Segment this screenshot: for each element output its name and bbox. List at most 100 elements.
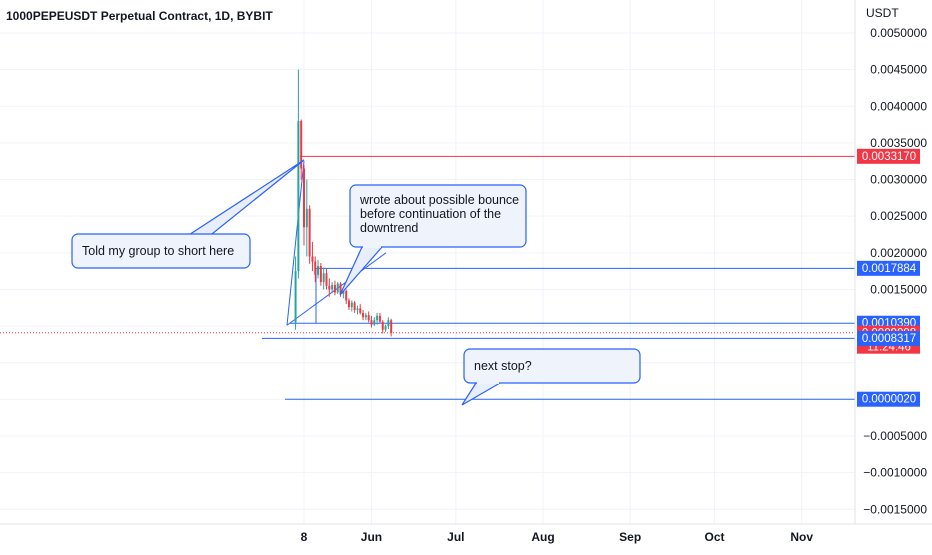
time-tick-label: Sep [619,530,641,544]
time-tick-label: Jul [447,530,464,544]
callout-text-line: downtrend [360,221,418,235]
candle [376,312,379,325]
horizontal-levels[interactable] [0,155,855,400]
candle [356,305,359,315]
price-tick-label: −0.0015000 [863,502,927,516]
candle-body [347,300,350,308]
candle [370,315,373,328]
candle [381,320,384,334]
candle [333,280,336,296]
candle [300,119,303,180]
price-tag: 0.0008317 [857,330,920,346]
callout-pointer [461,382,503,406]
callout-pointer [175,159,305,243]
callout-box [349,184,527,248]
candle-body [359,308,362,313]
candle-body [384,326,387,330]
candle-body [303,168,305,228]
time-tick-label: Oct [705,530,725,544]
price-tick-label: −0.0005000 [863,429,927,443]
candle-body [325,273,328,286]
candle-body [319,266,322,283]
callout-text-line: wrote about possible bounce [359,193,519,207]
candlestick-series[interactable] [294,69,393,337]
price-tag: 0.0017884 [857,260,920,276]
price-axis-tags: 0.00331700.00178840.00103900.000909811:2… [857,148,920,407]
candle [328,278,331,297]
candle-body [305,208,308,228]
candle-body [297,120,300,272]
candle [390,318,393,337]
candle-body [370,320,373,325]
candle-body [339,283,342,294]
callout-text: wrote about possible bounce before contin… [359,193,519,235]
candle [367,311,370,323]
callout-pointer [339,246,384,296]
candle [294,256,297,330]
callout-text-line: Told my group to short here [82,244,234,258]
candle-body [353,302,356,310]
price-tick-label: 0.0030000 [870,173,927,187]
price-tick-label: 0.0035000 [870,136,927,150]
candle-body [336,283,339,293]
price-tag: 0.0000020 [857,391,920,407]
callout: Told my group to short here [71,159,305,269]
candle-body [373,320,376,325]
candle [317,260,320,279]
price-axis-unit: USDT [866,6,899,20]
candle-body [317,266,320,275]
price-tag-bg [857,148,920,164]
callout-text-line: before continuation of the [360,207,501,221]
candle [308,205,311,264]
candle-body [311,256,314,262]
candle-body [322,273,325,283]
price-tag-label: 0.0033170 [862,151,916,163]
price-tag-bg [857,260,920,276]
candle-body [350,302,353,308]
candle [353,301,356,313]
callout-text: Told my group to short here [82,244,234,258]
candle-body [390,320,393,333]
candle [331,282,334,294]
candle [297,69,300,279]
callout-annotations[interactable]: Told my group to short here wrote about p… [71,159,641,406]
callout: wrote about possible bounce before contin… [339,184,527,296]
time-tick-label: Aug [531,530,554,544]
candle [314,256,317,283]
time-tick-label: 8 [301,530,308,544]
callout: next stop? [461,348,641,406]
candle [325,268,328,290]
price-tick-label: 0.0015000 [870,282,927,296]
candle [359,304,362,315]
candle-body [376,315,379,321]
price-tick-label: 0.0040000 [870,99,927,113]
trend-drawings[interactable] [286,161,387,326]
candle-body [356,308,359,310]
candle-body [387,320,390,327]
callout-text-line: next stop? [474,359,532,373]
price-tag: 0.0033170 [857,148,920,164]
candle-body [314,261,317,275]
candle [350,300,353,312]
candle [362,309,365,321]
callout-box [463,348,641,384]
price-tick-label: 0.0020000 [870,246,927,260]
price-axis[interactable]: USDT 0.0050000 0.0045000 0.0040000 0.003500… [854,0,927,524]
candle-body [342,290,345,294]
time-axis[interactable]: 8 Jun Jul Aug Sep Oct Nov [0,523,932,544]
candle-body [300,120,303,169]
candle-body [378,315,381,322]
candle [311,241,314,272]
candle-body [381,321,384,330]
price-tick-label: 0.0025000 [870,209,927,223]
price-tag-label: 0.0000020 [862,394,916,406]
candle [319,263,322,286]
candle-body [331,285,334,290]
trend-line [286,252,387,326]
candle-body [294,271,297,323]
time-tick-label: Jun [361,530,382,544]
candle [384,324,387,332]
candle [336,282,339,294]
